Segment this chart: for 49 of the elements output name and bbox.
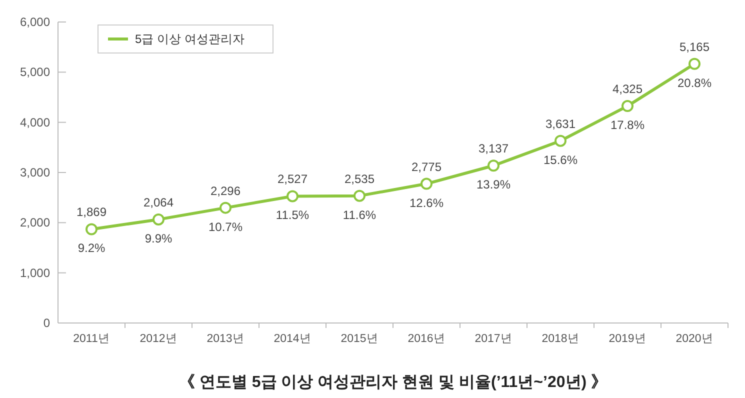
data-label: 2,775 — [411, 160, 442, 174]
point — [554, 134, 566, 147]
y-tick-label: 3,000 — [20, 166, 50, 180]
y-tick-label: 0 — [43, 316, 50, 330]
point — [220, 202, 232, 214]
point — [86, 223, 98, 236]
y-tick-label: 5,000 — [20, 65, 50, 80]
annotation: 17.8% — [610, 118, 645, 132]
point — [488, 160, 500, 172]
x-tick-label: 2020년 — [676, 333, 714, 345]
annotation: 13.9% — [476, 178, 511, 192]
point — [420, 178, 432, 190]
legend-label: 5급 이상 여성관리자 — [135, 32, 244, 46]
annotation: 15.6% — [543, 152, 578, 167]
data-label: 2,527 — [277, 172, 308, 186]
data-label: 2,296 — [210, 184, 241, 198]
annotation: 10.7% — [208, 220, 243, 234]
data-label: 4,325 — [612, 82, 643, 96]
point — [286, 190, 298, 202]
x-tick-label: 2013년 — [206, 333, 244, 345]
point — [354, 190, 366, 202]
y-tick-label: 6,000 — [20, 15, 50, 29]
data-label: 5,165 — [679, 40, 710, 54]
y-tick-label: 1,000 — [20, 266, 50, 280]
x-tick-label: 2016년 — [408, 333, 446, 345]
point — [688, 58, 700, 70]
annotation: 9.2% — [78, 241, 106, 256]
point — [152, 213, 164, 226]
data-label: 3,137 — [478, 142, 509, 156]
annotation: 12.6% — [409, 196, 444, 210]
y-tick-label: 2,000 — [20, 216, 50, 230]
point — [622, 100, 634, 112]
text: 《 연도별 5급 이상 여성관리자 현원 및 비율(’11년~’20년) 》 — [178, 373, 608, 391]
annotation: 20.8% — [677, 76, 712, 90]
annotation: 9.9% — [144, 231, 172, 246]
x-tick-label: 2019년 — [608, 333, 646, 345]
data-label: 2,535 — [344, 172, 375, 186]
annotation: 11.6% — [342, 208, 376, 222]
x-tick-label: 2014년 — [274, 333, 312, 345]
y-tick-label: 4,000 — [20, 115, 50, 130]
data-label: 2,064 — [143, 195, 174, 210]
x-tick-label: 2017년 — [474, 333, 512, 345]
x-tick-label: 2018년 — [542, 333, 580, 345]
annotation: 11.5% — [276, 208, 310, 222]
x-tick-label: 2011년 — [73, 333, 110, 345]
x-tick-label: 2015년 — [340, 333, 378, 345]
data-label: 1,869 — [76, 205, 107, 220]
x-tick-label: 2012년 — [140, 333, 178, 345]
data-label: 3,631 — [545, 116, 576, 131]
